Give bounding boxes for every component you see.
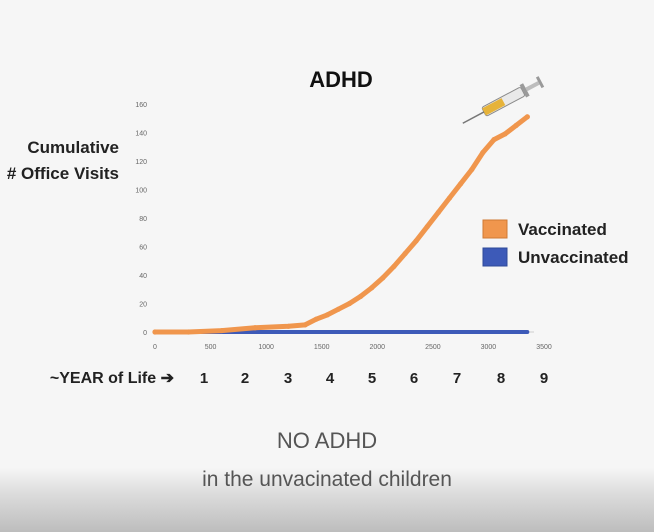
data-point [435,209,442,215]
data-point [480,149,486,156]
year-label: 5 [368,370,376,387]
data-point [152,329,158,335]
y-tick-label: 40 [139,273,147,280]
year-label: 6 [410,370,418,387]
year-axis-label: ~YEAR of Life ➔ [50,370,175,387]
y-tick-label: 160 [135,102,147,109]
data-point [346,300,353,307]
y-tick-label: 80 [139,216,147,223]
chart-title: ADHD [309,67,373,92]
data-point [380,275,386,281]
data-point [335,306,341,312]
data-point [424,223,430,230]
data-point [324,312,330,318]
data-point [524,114,530,120]
x-tick-label: 1500 [314,344,330,351]
data-point [285,323,291,329]
chart-series [152,114,530,335]
x-tick-label: 500 [205,344,217,351]
year-label: 2 [241,370,249,387]
bottom-gradient-band [0,468,654,532]
data-point [185,329,191,335]
year-label: 8 [497,370,505,387]
caption-line-2: in the unvacinated children [202,468,452,491]
legend-label-unvaccinated: Unvaccinated [518,248,629,267]
data-point [402,251,408,257]
data-point [458,181,464,187]
caption-line-1: NO ADHD [276,428,378,453]
y-axis-label-line-1: Cumulative [27,138,119,157]
data-point [513,122,519,128]
x-tick-label: 1000 [258,344,274,351]
data-point [313,316,319,322]
legend-swatch-unvaccinated [482,247,508,267]
legend-label-vaccinated: Vaccinated [518,220,607,239]
legend-swatch-vaccinated [482,219,508,239]
chart-legend: Vaccinated Unvaccinated [482,219,629,267]
year-label: 1 [200,370,208,387]
y-tick-label: 20 [139,302,147,309]
data-point [252,325,258,331]
y-tick-label: 60 [139,245,147,252]
data-point [369,285,375,291]
data-point [358,293,364,299]
year-label: 7 [453,370,461,387]
x-tick-label: 2500 [425,344,441,351]
y-tick-label: 0 [143,330,147,337]
x-tick-label: 3000 [481,344,497,351]
series-line-vaccinated [152,114,530,335]
data-point [491,137,497,143]
syringe-icon [462,76,545,124]
year-label: 4 [326,370,335,387]
x-tick-label: 3500 [536,344,552,351]
data-point [391,263,397,270]
year-label: 9 [540,370,548,387]
y-axis-label-line-2: # Office Visits [7,164,119,183]
year-label: 3 [284,370,292,387]
data-point [502,131,508,137]
year-of-life-axis: ~YEAR of Life ➔ 1 2 3 4 5 6 7 8 9 [50,370,548,387]
y-tick-label: 100 [135,188,147,195]
data-point [413,238,419,244]
x-tick-label: 2000 [369,344,385,351]
data-point [446,195,453,201]
data-point [469,166,475,173]
y-tick-label: 120 [135,159,147,166]
data-point [219,327,225,334]
data-point [302,322,308,328]
x-tick-label: 0 [153,344,157,351]
y-tick-label: 140 [135,131,147,138]
